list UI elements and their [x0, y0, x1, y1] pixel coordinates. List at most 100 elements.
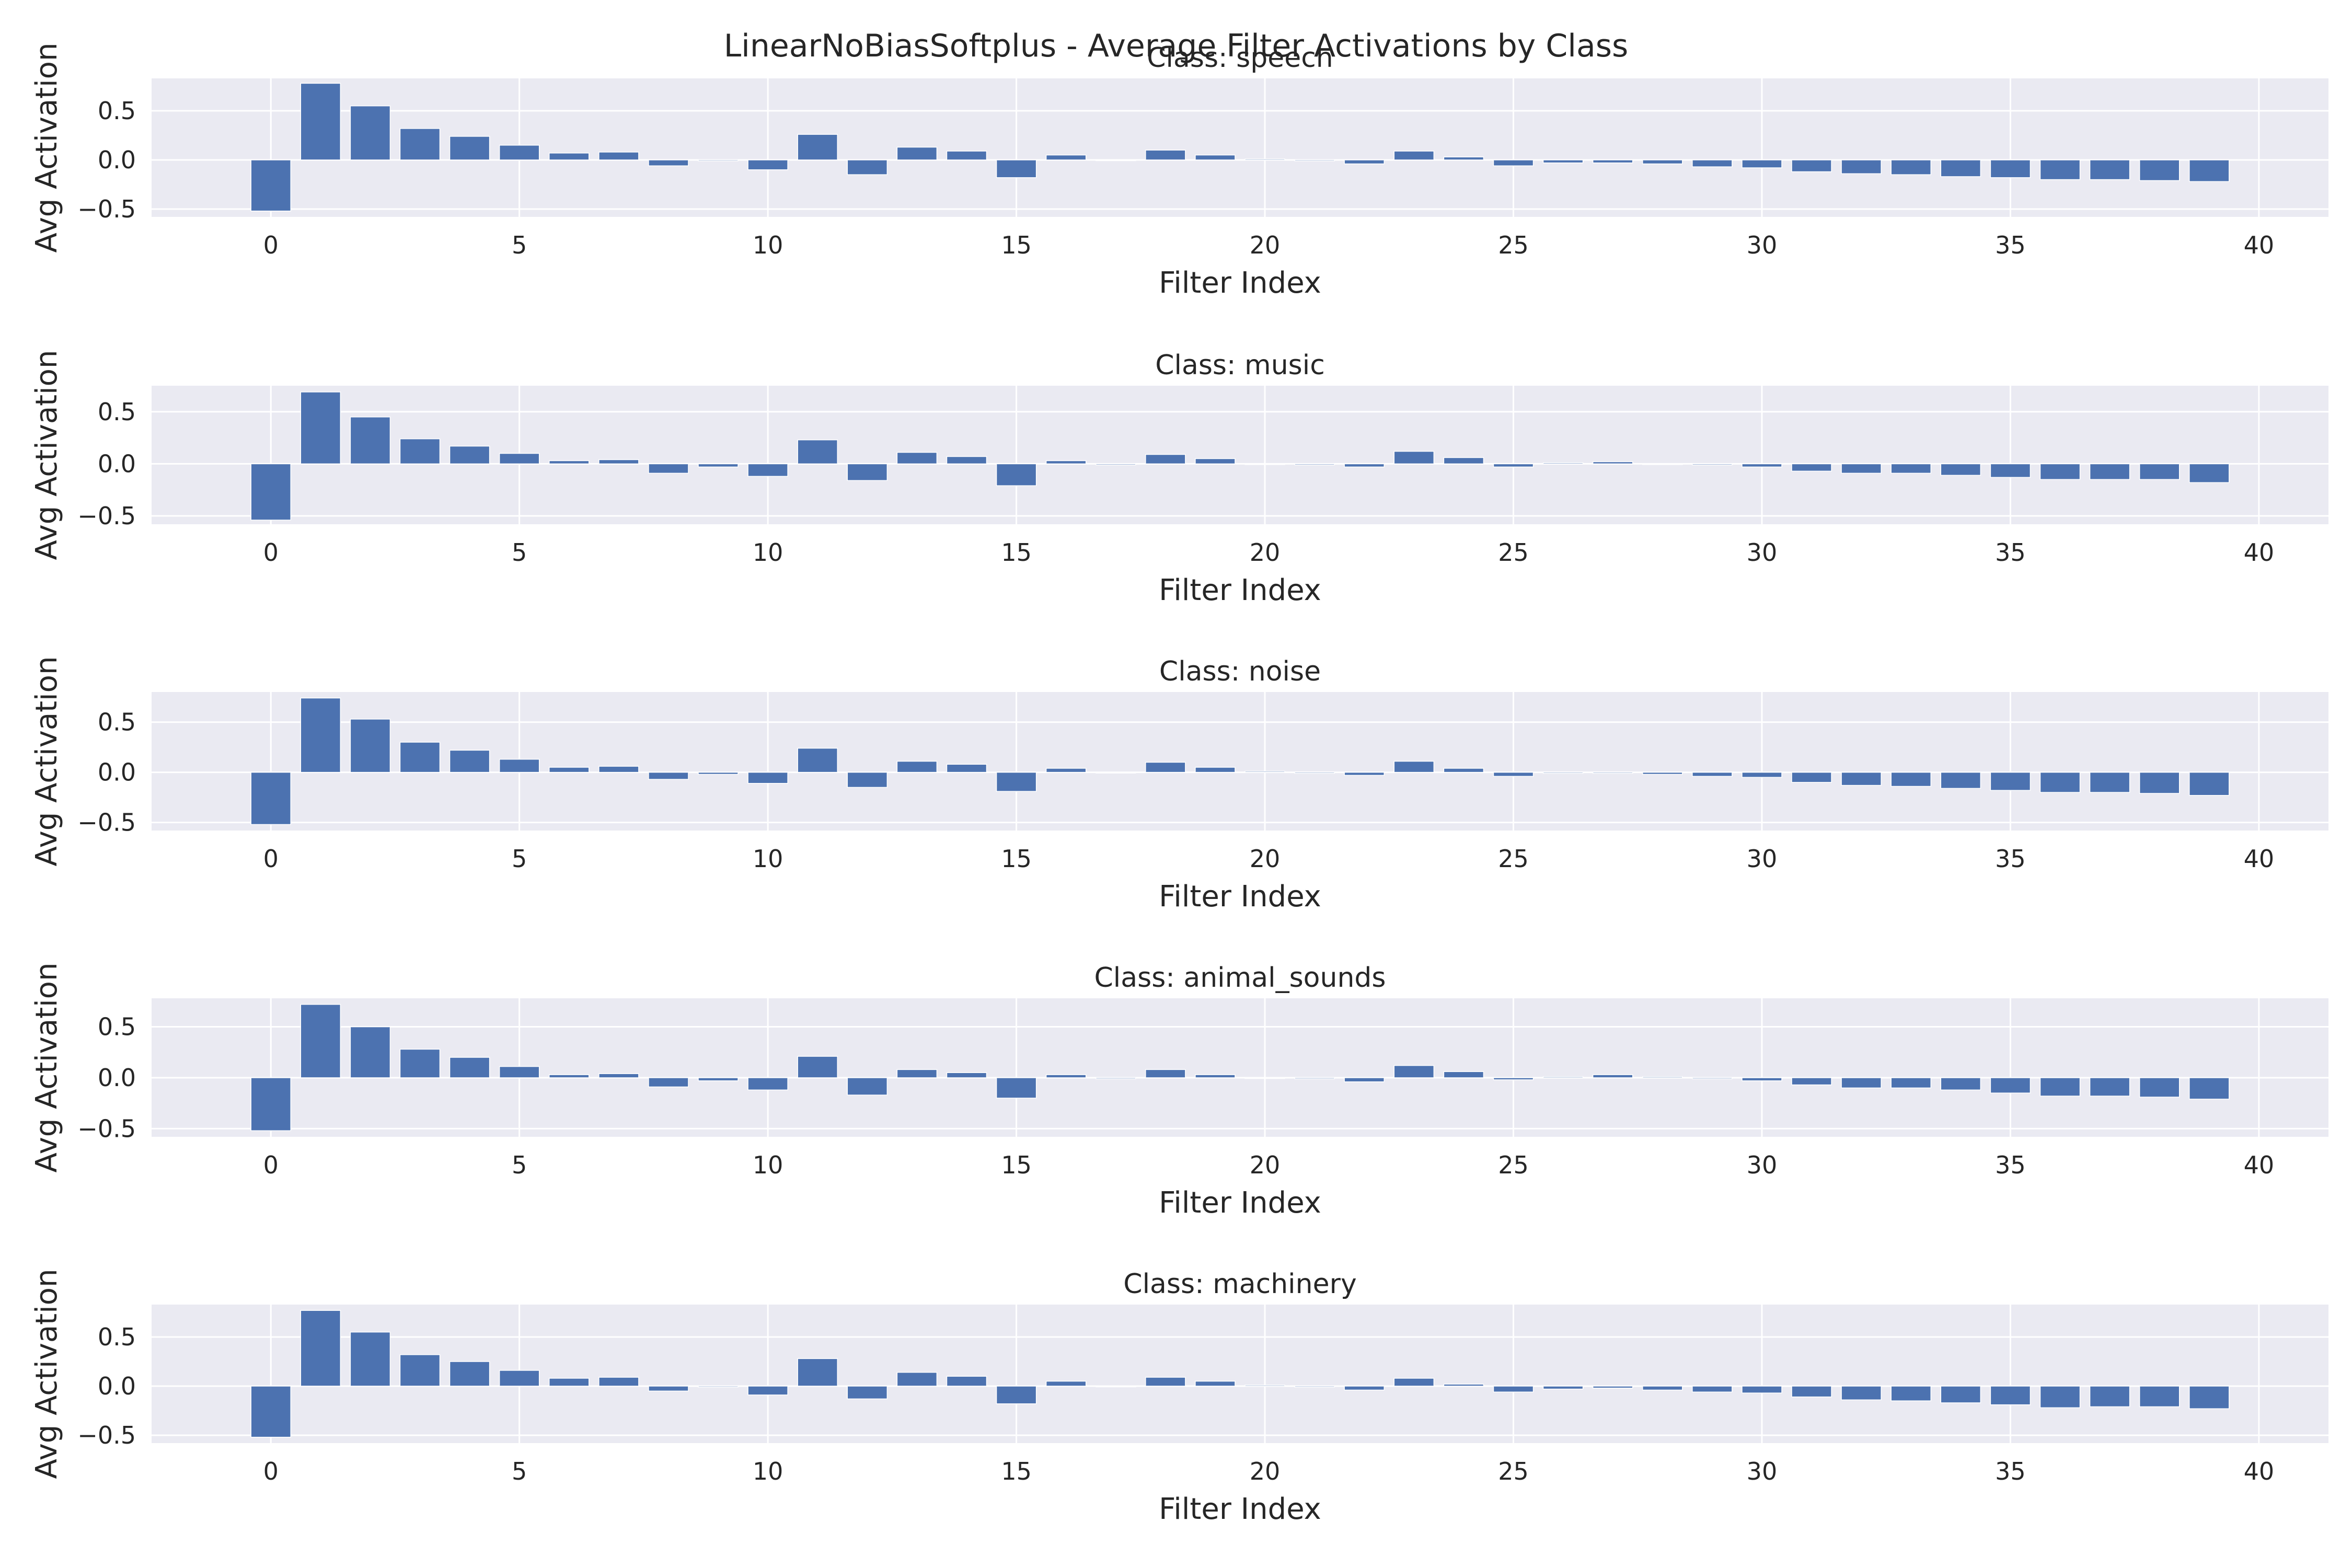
bar-filter-25 — [1493, 159, 1534, 167]
bar-filter-24 — [1443, 1071, 1484, 1078]
bar-filter-14 — [946, 151, 987, 160]
x-tick-label: 10 — [753, 1457, 783, 1485]
bar-filter-30 — [1742, 1386, 1782, 1393]
bar-filter-19 — [1195, 1074, 1236, 1078]
bar-filter-2 — [350, 417, 391, 465]
bar-filter-11 — [797, 439, 838, 465]
bar-filter-14 — [946, 764, 987, 773]
bar-filter-6 — [548, 460, 590, 465]
x-tick-label: 35 — [1995, 231, 2026, 259]
x-tick-label: 35 — [1995, 1151, 2026, 1179]
bar-filter-31 — [1791, 771, 1832, 783]
bar-filter-13 — [896, 760, 938, 773]
bar-filter-8 — [648, 463, 689, 474]
x-tick-label: 5 — [512, 1457, 527, 1485]
subplot-4: 0 5 10 15 20 25 30 35 40 −0.5 0.0 0.5 Class: machine… — [30, 1269, 2328, 1526]
bar-filter-31 — [1791, 159, 1832, 172]
y-axis-label: Avg Activation — [30, 963, 64, 1173]
bar-filter-32 — [1841, 463, 1882, 474]
bar-filter-11 — [797, 747, 838, 773]
bar-filter-12 — [847, 771, 888, 788]
bar-filter-6 — [548, 153, 590, 160]
bar-filter-25 — [1493, 463, 1534, 468]
bar-filter-1 — [300, 391, 341, 465]
x-tick-label: 30 — [1747, 231, 1778, 259]
bar-filter-36 — [2039, 159, 2081, 180]
x-tick-label: 35 — [1995, 845, 2026, 873]
bar-filter-10 — [747, 771, 788, 784]
x-tick-label: 15 — [1001, 1457, 1032, 1485]
bar-filter-18 — [1145, 454, 1186, 465]
bar-filter-22 — [1344, 1077, 1385, 1082]
bar-filter-27 — [1592, 461, 1633, 465]
bar-filter-0 — [250, 463, 292, 521]
bar-filter-31 — [1791, 1386, 1832, 1398]
bar-filter-15 — [996, 1077, 1037, 1099]
bar-filter-14 — [946, 1072, 987, 1078]
x-tick-label: 10 — [753, 845, 783, 873]
bar-filter-27 — [1592, 159, 1633, 164]
subplot-1: 0 5 10 15 20 25 30 35 40 −0.5 0.0 0.5 Class: music Fi… — [30, 350, 2328, 607]
bar-filter-23 — [1393, 151, 1435, 160]
bar-filter-10 — [747, 159, 788, 170]
bar-filter-26 — [1542, 1076, 1584, 1078]
y-tick-label: −0.5 — [77, 502, 136, 530]
x-tick-label: 0 — [263, 231, 279, 259]
bar-filter-2 — [350, 1026, 391, 1078]
bar-filter-18 — [1145, 149, 1186, 160]
y-tick-label: 0.0 — [98, 1372, 136, 1400]
x-tick-label: 15 — [1001, 845, 1032, 873]
bar-filter-16 — [1045, 768, 1087, 773]
bar-filter-32 — [1841, 1077, 1882, 1089]
bar-filter-5 — [499, 145, 540, 160]
x-tick-label: 25 — [1498, 845, 1529, 873]
bar-filter-34 — [1940, 771, 1981, 789]
y-tick-label: 0.0 — [98, 1064, 136, 1092]
x-tick-label: 30 — [1747, 845, 1778, 873]
bar-filter-12 — [847, 1386, 888, 1400]
bar-filter-5 — [499, 758, 540, 773]
bar-filter-30 — [1742, 463, 1782, 468]
bar-filter-13 — [896, 1069, 938, 1078]
bar-filter-21 — [1294, 463, 1335, 466]
y-tick-label: 0.5 — [98, 708, 136, 736]
bar-filter-31 — [1791, 1077, 1832, 1086]
x-tick-label: 15 — [1001, 538, 1032, 567]
bar-filter-3 — [399, 128, 441, 160]
bar-filter-4 — [449, 136, 490, 160]
bar-filter-24 — [1443, 457, 1484, 465]
bar-filter-18 — [1145, 1377, 1186, 1387]
bar-filter-32 — [1841, 159, 1882, 175]
bar-filter-15 — [996, 1386, 1037, 1404]
bar-filter-2 — [350, 719, 391, 773]
bar-filter-24 — [1443, 156, 1484, 160]
bar-filter-32 — [1841, 771, 1882, 786]
bar-filter-10 — [747, 1077, 788, 1091]
bar-filter-6 — [548, 1378, 590, 1387]
bar-filter-13 — [896, 146, 938, 160]
bar-filter-19 — [1195, 154, 1236, 160]
x-axis-label: Filter Index — [1159, 573, 1321, 607]
bar-filter-23 — [1393, 451, 1435, 465]
bar-filter-14 — [946, 1376, 987, 1387]
y-tick-label: 0.5 — [98, 398, 136, 426]
bar-filter-3 — [399, 1048, 441, 1078]
bar-filter-3 — [399, 438, 441, 465]
x-tick-label: 35 — [1995, 538, 2026, 567]
bar-filter-3 — [399, 1354, 441, 1387]
bar-filter-25 — [1493, 1386, 1534, 1393]
bar-filter-22 — [1344, 1386, 1385, 1391]
subplot-3: 0 5 10 15 20 25 30 35 40 −0.5 0.0 0.5 Class: animal_… — [30, 962, 2328, 1220]
bar-filter-4 — [449, 750, 490, 773]
bar-filter-3 — [399, 742, 441, 773]
bar-filter-30 — [1742, 159, 1782, 168]
bar-filter-7 — [598, 152, 639, 160]
bar-filter-28 — [1642, 463, 1683, 465]
bar-filter-16 — [1045, 1074, 1087, 1078]
x-axis-label: Filter Index — [1159, 266, 1321, 300]
bar-filter-8 — [648, 1077, 689, 1088]
bar-filter-29 — [1692, 1386, 1733, 1393]
bar-filter-4 — [449, 445, 490, 465]
bar-filter-20 — [1244, 158, 1285, 160]
